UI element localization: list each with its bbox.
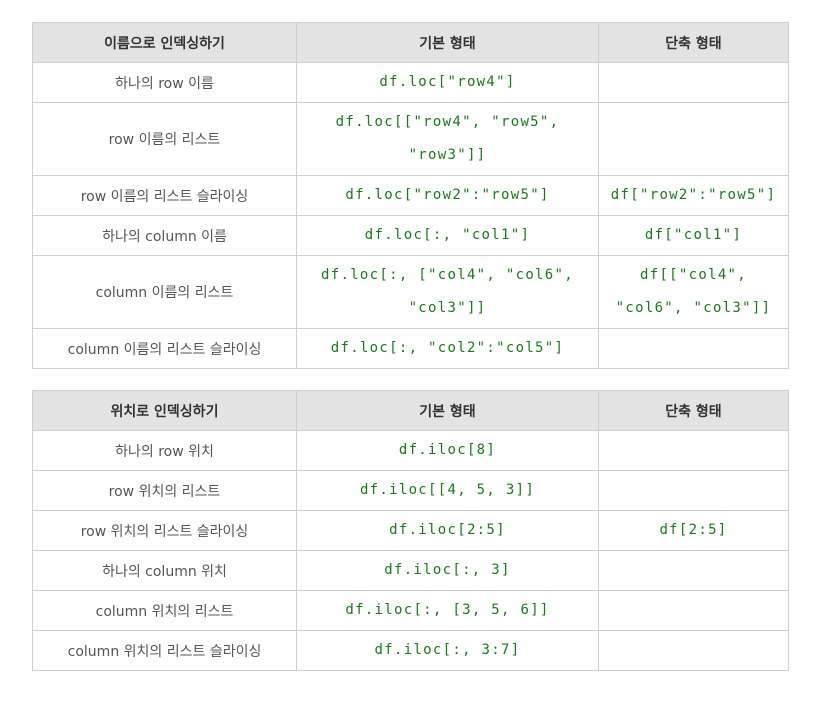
table-row: column 위치의 리스트 df.iloc[:, [3, 5, 6]] xyxy=(32,590,789,631)
short-form-code: df[2:5] xyxy=(598,510,789,551)
basic-form-code: df.loc[:, "col1"] xyxy=(296,215,599,256)
table-header-row: 위치로 인덱싱하기 기본 형태 단축 형태 xyxy=(32,390,789,431)
row-label: row 이름의 리스트 슬라이싱 xyxy=(32,175,297,216)
table-row: 하나의 row 이름 df.loc["row4"] xyxy=(32,62,789,103)
table-row: 하나의 column 위치 df.iloc[:, 3] xyxy=(32,550,789,591)
row-label: 하나의 column 이름 xyxy=(32,215,297,256)
loc-indexing-table: 이름으로 인덱싱하기 기본 형태 단축 형태 하나의 row 이름 df.loc… xyxy=(32,22,789,369)
header-method: 이름으로 인덱싱하기 xyxy=(32,22,297,63)
short-form-code xyxy=(598,328,789,369)
table-header-row: 이름으로 인덱싱하기 기본 형태 단축 형태 xyxy=(32,22,789,63)
row-label: column 위치의 리스트 슬라이싱 xyxy=(32,630,297,671)
table-row: row 위치의 리스트 슬라이싱 df.iloc[2:5] df[2:5] xyxy=(32,510,789,551)
iloc-indexing-table: 위치로 인덱싱하기 기본 형태 단축 형태 하나의 row 위치 df.iloc… xyxy=(32,390,789,671)
short-form-code xyxy=(598,590,789,631)
header-method: 위치로 인덱싱하기 xyxy=(32,390,297,431)
basic-form-code: df.iloc[[4, 5, 3]] xyxy=(296,470,599,511)
row-label: row 위치의 리스트 xyxy=(32,470,297,511)
short-form-code: df["col1"] xyxy=(598,215,789,256)
row-label: row 위치의 리스트 슬라이싱 xyxy=(32,510,297,551)
table-row: column 이름의 리스트 슬라이싱 df.loc[:, "col2":"co… xyxy=(32,328,789,369)
table-row: column 이름의 리스트 df.loc[:, ["col4", "col6"… xyxy=(32,255,789,329)
basic-form-code: df.iloc[:, 3] xyxy=(296,550,599,591)
table-row: row 이름의 리스트 슬라이싱 df.loc["row2":"row5"] d… xyxy=(32,175,789,216)
row-label: 하나의 row 위치 xyxy=(32,430,297,471)
basic-form-code: df.loc[:, ["col4", "col6", "col3"]] xyxy=(296,255,599,329)
header-short-form: 단축 형태 xyxy=(598,390,789,431)
table-row: 하나의 row 위치 df.iloc[8] xyxy=(32,430,789,471)
row-label: 하나의 row 이름 xyxy=(32,62,297,103)
table-row: column 위치의 리스트 슬라이싱 df.iloc[:, 3:7] xyxy=(32,630,789,671)
header-short-form: 단축 형태 xyxy=(598,22,789,63)
basic-form-code: df.iloc[2:5] xyxy=(296,510,599,551)
basic-form-code: df.loc["row4"] xyxy=(296,62,599,103)
basic-form-code: df.loc["row2":"row5"] xyxy=(296,175,599,216)
row-label: row 이름의 리스트 xyxy=(32,102,297,176)
table-row: row 이름의 리스트 df.loc[["row4", "row5", "row… xyxy=(32,102,789,176)
short-form-code xyxy=(598,430,789,471)
short-form-code xyxy=(598,470,789,511)
short-form-code xyxy=(598,550,789,591)
basic-form-code: df.iloc[8] xyxy=(296,430,599,471)
short-form-code xyxy=(598,630,789,671)
table-row: row 위치의 리스트 df.iloc[[4, 5, 3]] xyxy=(32,470,789,511)
basic-form-code: df.iloc[:, [3, 5, 6]] xyxy=(296,590,599,631)
short-form-code xyxy=(598,102,789,176)
header-basic-form: 기본 형태 xyxy=(296,22,599,63)
short-form-code: df["row2":"row5"] xyxy=(598,175,789,216)
short-form-code: df[["col4", "col6", "col3"]] xyxy=(598,255,789,329)
row-label: 하나의 column 위치 xyxy=(32,550,297,591)
basic-form-code: df.loc[["row4", "row5", "row3"]] xyxy=(296,102,599,176)
short-form-code xyxy=(598,62,789,103)
header-basic-form: 기본 형태 xyxy=(296,390,599,431)
basic-form-code: df.iloc[:, 3:7] xyxy=(296,630,599,671)
row-label: column 이름의 리스트 xyxy=(32,255,297,329)
row-label: column 이름의 리스트 슬라이싱 xyxy=(32,328,297,369)
basic-form-code: df.loc[:, "col2":"col5"] xyxy=(296,328,599,369)
row-label: column 위치의 리스트 xyxy=(32,590,297,631)
table-row: 하나의 column 이름 df.loc[:, "col1"] df["col1… xyxy=(32,215,789,256)
